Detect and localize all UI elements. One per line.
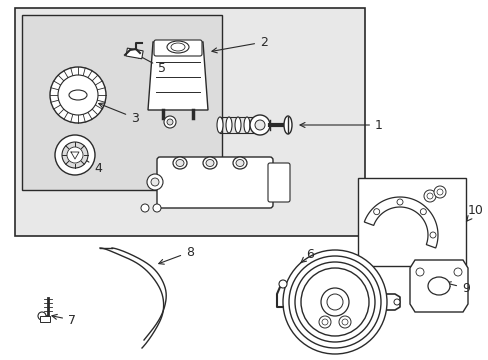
Ellipse shape: [252, 117, 259, 133]
Text: 8: 8: [159, 246, 194, 264]
Ellipse shape: [244, 117, 249, 133]
Circle shape: [279, 280, 286, 288]
Polygon shape: [148, 42, 207, 110]
Ellipse shape: [171, 43, 184, 51]
Circle shape: [321, 319, 327, 325]
Circle shape: [249, 115, 269, 135]
Text: 10: 10: [466, 203, 483, 221]
Circle shape: [55, 135, 95, 175]
Ellipse shape: [284, 116, 291, 134]
Circle shape: [38, 312, 46, 320]
Ellipse shape: [205, 159, 214, 166]
Circle shape: [320, 288, 348, 316]
Circle shape: [415, 268, 423, 276]
FancyBboxPatch shape: [157, 157, 272, 208]
Circle shape: [433, 186, 445, 198]
Ellipse shape: [232, 157, 246, 169]
Text: 4: 4: [81, 157, 102, 175]
Ellipse shape: [69, 90, 87, 100]
Ellipse shape: [236, 159, 244, 166]
Circle shape: [141, 204, 149, 212]
Circle shape: [436, 189, 442, 195]
Circle shape: [58, 75, 98, 115]
Polygon shape: [409, 260, 467, 312]
Ellipse shape: [203, 157, 217, 169]
Circle shape: [453, 268, 461, 276]
Ellipse shape: [173, 157, 186, 169]
Text: 9: 9: [445, 282, 469, 294]
Circle shape: [326, 294, 342, 310]
Circle shape: [153, 204, 161, 212]
Circle shape: [62, 142, 88, 168]
Text: 6: 6: [300, 248, 313, 262]
Circle shape: [393, 299, 399, 305]
Text: 7: 7: [52, 314, 76, 327]
Bar: [357, 178, 465, 266]
Circle shape: [338, 316, 350, 328]
Circle shape: [429, 232, 435, 238]
Text: 1: 1: [300, 118, 382, 131]
Circle shape: [318, 316, 330, 328]
Circle shape: [426, 193, 432, 199]
Bar: [126, 48, 143, 59]
Circle shape: [341, 319, 347, 325]
Text: 3: 3: [99, 103, 139, 125]
Circle shape: [167, 119, 173, 125]
Ellipse shape: [225, 117, 231, 133]
Ellipse shape: [217, 117, 223, 133]
Polygon shape: [364, 197, 437, 248]
FancyBboxPatch shape: [154, 40, 202, 56]
Circle shape: [163, 116, 176, 128]
Ellipse shape: [167, 41, 189, 53]
Circle shape: [420, 209, 426, 215]
Circle shape: [147, 174, 163, 190]
Circle shape: [423, 190, 435, 202]
FancyBboxPatch shape: [267, 163, 289, 202]
Ellipse shape: [427, 277, 449, 295]
Circle shape: [151, 178, 159, 186]
Text: 5: 5: [135, 54, 165, 75]
Circle shape: [67, 147, 83, 163]
Circle shape: [254, 120, 264, 130]
Ellipse shape: [235, 117, 241, 133]
Ellipse shape: [176, 159, 183, 166]
Circle shape: [50, 67, 106, 123]
Bar: [22, 15, 222, 190]
Circle shape: [283, 250, 386, 354]
Circle shape: [396, 199, 402, 205]
Bar: [40, 316, 50, 322]
Circle shape: [373, 209, 379, 215]
Bar: [15, 8, 364, 236]
Text: 2: 2: [211, 36, 267, 53]
